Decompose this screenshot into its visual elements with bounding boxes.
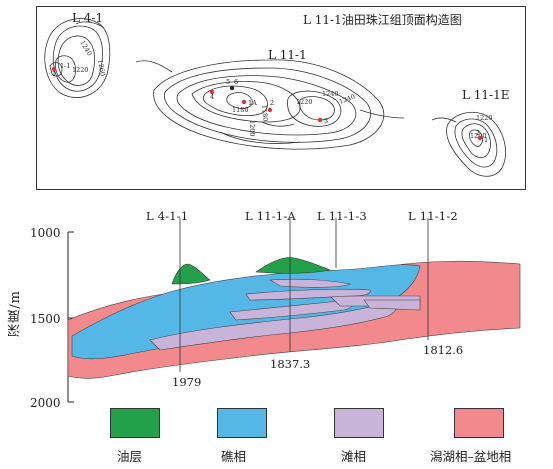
shoal-layer (149, 299, 398, 351)
well-label-l411: L 4-1-1 (146, 209, 189, 223)
fault-l41 (75, 21, 105, 29)
contour-l111-8 (226, 92, 253, 109)
contour-l111-2 (164, 67, 371, 143)
depth-label-l1112: 1812.6 (423, 343, 464, 357)
well-number: 1 (52, 70, 56, 78)
fault-l111-west (135, 60, 173, 73)
well-number: 5 (226, 78, 230, 86)
fault-l111e (431, 117, 457, 123)
contour-l111-5 (202, 85, 268, 116)
contour-l111-6 (287, 90, 342, 127)
shoal-layer (363, 299, 421, 311)
oil-layer (255, 257, 332, 274)
well-marker (241, 99, 247, 105)
contour-l111-3 (176, 75, 357, 136)
y-tick-1500: 1500 (30, 312, 61, 326)
map-title: L 11-1油田珠江组顶面构造图 (303, 13, 462, 27)
shoal-layer (229, 299, 354, 321)
contour-l111-4 (191, 81, 301, 123)
legend-swatch-oil (110, 408, 160, 438)
well-marker (267, 107, 273, 113)
depth-label-l111a: 1837.3 (270, 357, 311, 371)
cross-section (67, 218, 521, 403)
field-label-l111: L 11-1 (268, 48, 307, 62)
legend-label-lagoon: 潟湖相–盆地相 (430, 449, 512, 464)
contour-l41-2 (52, 25, 103, 92)
contour-label: 1200 (470, 132, 487, 140)
field-label-l41: L 4-1 (72, 11, 104, 25)
well-marker (209, 89, 215, 95)
contour-label: 1180 (260, 104, 269, 121)
well-number: 3 (324, 117, 328, 125)
depth-label-l411: 1979 (172, 375, 202, 389)
contour-l111-outer (153, 59, 385, 150)
contour-l111e-2 (454, 118, 498, 168)
legend-label-shoal: 滩相 (341, 449, 367, 464)
fault-l111-south (219, 131, 301, 144)
y-tick-1000: 1000 (30, 226, 61, 240)
structure-map-panel (36, 6, 526, 190)
well-number: 1 (484, 136, 488, 144)
well-marker (477, 135, 483, 141)
contour-label: 1220 (72, 66, 89, 74)
well-marker (51, 66, 57, 72)
contour-label: 1200 (248, 120, 256, 137)
contour-l111e-3 (461, 123, 491, 158)
well-number: 6 (234, 78, 238, 86)
contour-l41-outer (44, 18, 111, 98)
contour-label: 1240 (322, 90, 339, 98)
contour-l111-7 (299, 96, 335, 121)
contour-label: 1240 (338, 93, 356, 106)
well-number: 4 (210, 93, 214, 101)
well-number: 1A (248, 99, 257, 107)
well-number: 1-1 (60, 62, 70, 70)
field-label-l111e: L 11-1E (462, 88, 510, 102)
legend-swatch-reef (217, 408, 267, 438)
structure-map: 1260 1240 1220 1200 1180 1240 1220 1240 … (44, 18, 506, 177)
contour-label: 1180 (232, 106, 249, 114)
well-marker (229, 85, 235, 91)
well-label-l1113: L 11-1-3 (317, 209, 367, 223)
y-tick-2000: 2000 (30, 396, 61, 410)
well-label-l111a: L 11-1-A (245, 209, 296, 223)
oil-layer (171, 263, 211, 285)
legend-swatch-shoal (334, 408, 384, 438)
contour-l41-3 (57, 35, 96, 86)
well-number: 2 (476, 129, 480, 137)
well-marker (317, 117, 323, 123)
well-number: 2 (270, 99, 274, 107)
fault-l111-east (359, 109, 405, 119)
contour-label: 1220 (296, 98, 313, 106)
contour-label: 1260 (96, 59, 107, 77)
contour-l111e-4 (469, 129, 483, 147)
contour-l111e-outer (446, 111, 506, 177)
contour-label: 1220 (476, 114, 493, 122)
legend-label-reef: 礁相 (221, 449, 247, 464)
contour-l41-4 (55, 55, 76, 83)
fault-l111-inner (261, 121, 295, 127)
contour-l41-5 (49, 62, 63, 77)
legend-label-oil: 油层 (117, 449, 143, 464)
legend-swatch-lagoon (454, 408, 504, 438)
well-label-l1112: L 11-1-2 (408, 209, 458, 223)
shoal-layer (245, 288, 371, 301)
contour-label: 1240 (78, 39, 93, 57)
